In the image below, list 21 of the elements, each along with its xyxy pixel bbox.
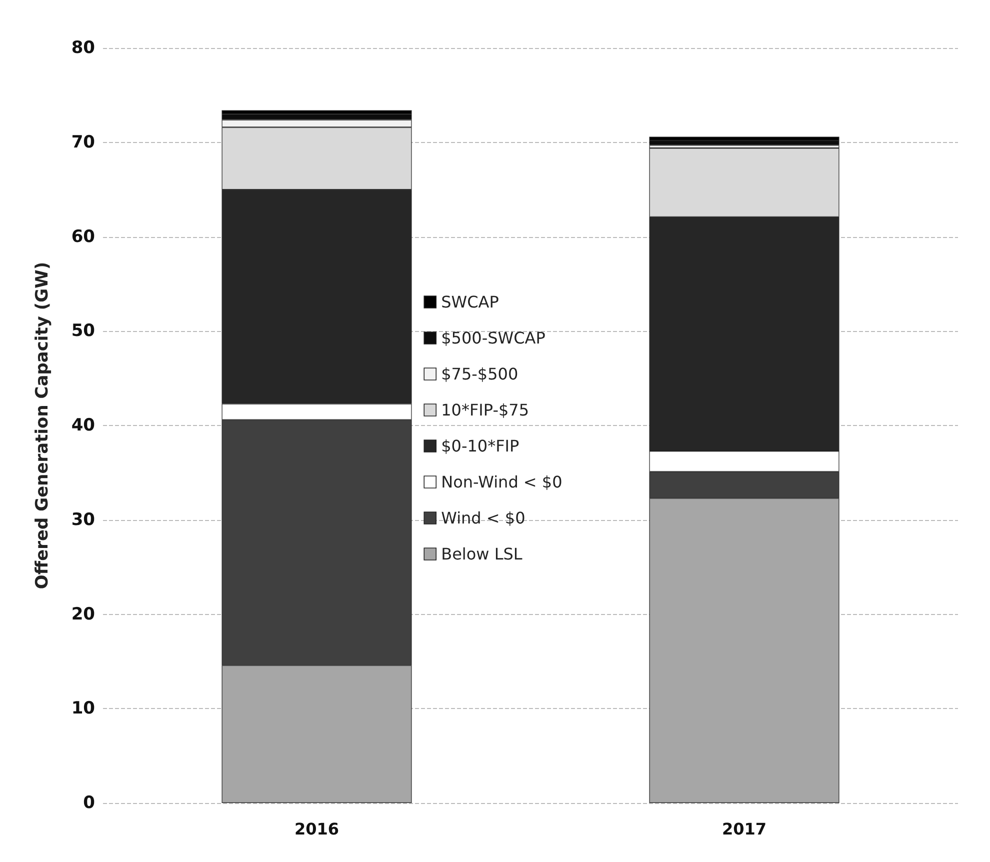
y-tick-label: 60 [71,226,96,247]
x-tick-label: 2017 [722,820,767,838]
y-tick-label: 70 [71,132,96,152]
y-axis-title: Offered Generation Capacity (GW) [32,262,52,590]
y-tick-label: 20 [71,604,96,624]
legend-label: $0-10*FIP [441,436,520,456]
legend-label: Wind < $0 [441,508,526,528]
bar [649,140,840,146]
legend-label: Non-Wind < $0 [441,472,562,492]
y-tick-label: 30 [71,510,96,530]
legend-label: 10*FIP-$75 [441,400,530,420]
x-tick-label: 2016 [294,820,340,838]
y-tick-label: 10 [71,698,96,719]
y-tick-label: 50 [71,321,96,342]
legend-label: SWCAP [441,292,500,312]
y-tick-label: 0 [83,793,96,813]
legend-label: $500-SWCAP [441,328,546,348]
y-tick-label: 80 [71,38,96,58]
legend-label: $75-$500 [441,364,518,384]
y-tick-label: 40 [71,416,96,436]
legend-label: Below LSL [441,544,522,564]
